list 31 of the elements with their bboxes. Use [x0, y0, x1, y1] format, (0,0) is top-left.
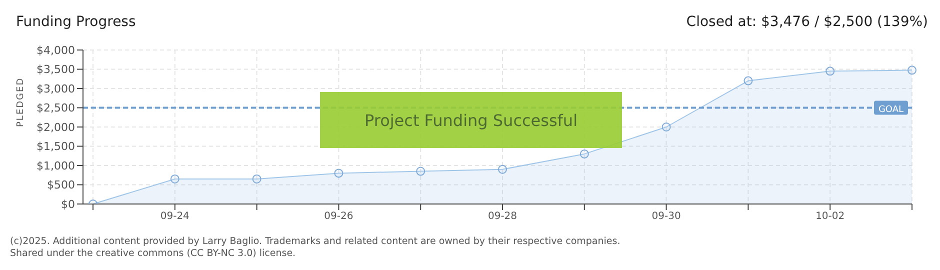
text: (c)2025. Additional content provided by Larry Baglio. Trademarks and related content are owned by their respective companies.: [10, 236, 620, 247]
point: [908, 66, 916, 75]
point: [580, 149, 589, 158]
chart-subtitle: Closed at: $3,476 / $2,500 (139%): [686, 14, 928, 30]
y-tick-label: $4,000: [36, 44, 75, 57]
point: [334, 168, 344, 178]
y-tick-label: $2,500: [36, 102, 75, 115]
x-tick-label: 09-24: [160, 211, 190, 222]
x-tick-label: 09-28: [488, 211, 518, 222]
point: [498, 164, 507, 174]
point: [416, 166, 426, 176]
y-tick-label: $2,000: [36, 120, 75, 134]
chart-title: Funding Progress: [16, 14, 136, 30]
point: [826, 66, 835, 76]
y-tick-label: $500: [47, 178, 75, 192]
y-tick-label: $0: [61, 198, 75, 211]
y-tick-label: $3,500: [36, 63, 75, 76]
point: [252, 174, 262, 184]
point: [170, 174, 180, 184]
x-tick-label: 10-02: [816, 211, 845, 222]
point: [744, 76, 753, 86]
y-tick-label: $3,000: [36, 82, 75, 96]
text: Shared under the creative commons (CC BY-NC 3.0) license.: [10, 248, 296, 259]
x-tick-label: 09-30: [652, 211, 681, 222]
y-tick-label: $1,000: [36, 159, 75, 172]
ref-line-label: GOAL: [878, 104, 904, 115]
banner: Project Funding Successful: [320, 92, 622, 148]
y-tick-label: $1,500: [36, 140, 75, 154]
y-axis-title: PLEDGED: [16, 77, 26, 127]
point: [662, 122, 671, 132]
x-tick-label: 09-26: [324, 211, 354, 222]
